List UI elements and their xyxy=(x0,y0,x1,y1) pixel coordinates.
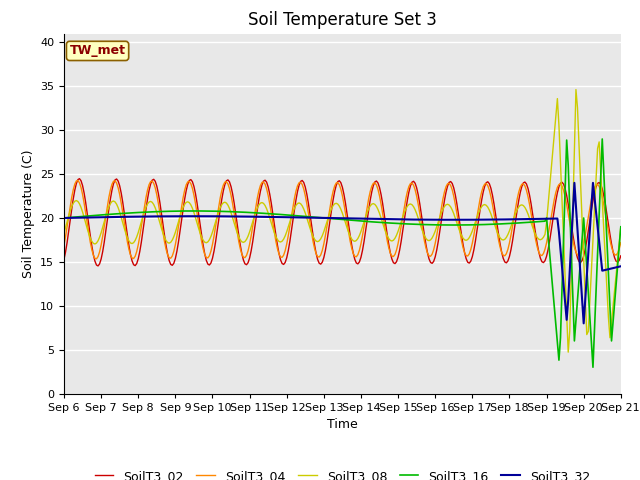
SoilT3_02 xyxy=(167,262,175,267)
SoilT3_08 xyxy=(164,240,172,245)
SoilT3_16 xyxy=(164,208,172,214)
SoilT3_04 xyxy=(93,256,100,262)
SoilT3_02 xyxy=(380,211,388,216)
Legend: SoilT3_02, SoilT3_04, SoilT3_08, SoilT3_16, SoilT3_32: SoilT3_02, SoilT3_04, SoilT3_08, SoilT3_… xyxy=(90,465,595,480)
SoilT3_02 xyxy=(77,178,85,183)
Text: TW_met: TW_met xyxy=(70,44,125,58)
SoilT3_32 xyxy=(60,215,68,221)
SoilT3_32 xyxy=(408,216,416,222)
Line: SoilT3_32: SoilT3_32 xyxy=(64,183,621,324)
SoilT3_04 xyxy=(167,255,175,261)
SoilT3_04 xyxy=(77,185,85,191)
Line: SoilT3_16: SoilT3_16 xyxy=(64,139,621,367)
SoilT3_16 xyxy=(396,221,403,227)
Y-axis label: Soil Temperature (C): Soil Temperature (C) xyxy=(22,149,35,278)
SoilT3_16 xyxy=(377,219,385,225)
SoilT3_04 xyxy=(380,220,388,226)
SoilT3_04 xyxy=(552,190,559,195)
SoilT3_08 xyxy=(76,201,83,207)
SoilT3_32 xyxy=(549,216,557,221)
SoilT3_32 xyxy=(164,214,172,219)
SoilT3_02 xyxy=(60,256,68,262)
SoilT3_32 xyxy=(377,216,385,222)
SoilT3_08 xyxy=(408,202,416,207)
SoilT3_32 xyxy=(580,321,588,326)
SoilT3_08 xyxy=(396,224,403,229)
SoilT3_16 xyxy=(598,136,606,142)
SoilT3_32 xyxy=(571,180,579,186)
SoilT3_08 xyxy=(377,215,385,221)
SoilT3_02 xyxy=(76,176,83,181)
SoilT3_16 xyxy=(60,215,68,221)
SoilT3_16 xyxy=(549,286,557,292)
SoilT3_08 xyxy=(617,224,625,229)
SoilT3_16 xyxy=(408,221,416,227)
SoilT3_04 xyxy=(412,187,419,192)
SoilT3_16 xyxy=(589,364,596,370)
Line: SoilT3_02: SoilT3_02 xyxy=(64,179,621,266)
SoilT3_02 xyxy=(552,198,559,204)
SoilT3_04 xyxy=(60,242,68,248)
SoilT3_08 xyxy=(572,87,580,93)
SoilT3_32 xyxy=(617,264,625,269)
SoilT3_32 xyxy=(396,216,403,222)
Line: SoilT3_04: SoilT3_04 xyxy=(64,180,621,259)
SoilT3_08 xyxy=(564,349,572,355)
SoilT3_02 xyxy=(399,228,406,234)
X-axis label: Time: Time xyxy=(327,418,358,431)
SoilT3_02 xyxy=(412,180,419,186)
SoilT3_16 xyxy=(76,214,83,219)
Line: SoilT3_08: SoilT3_08 xyxy=(64,90,621,352)
SoilT3_04 xyxy=(399,214,406,219)
SoilT3_04 xyxy=(74,178,82,183)
SoilT3_32 xyxy=(76,215,83,220)
Title: Soil Temperature Set 3: Soil Temperature Set 3 xyxy=(248,11,437,29)
SoilT3_08 xyxy=(549,149,557,155)
SoilT3_02 xyxy=(617,253,625,259)
SoilT3_16 xyxy=(617,224,625,229)
SoilT3_02 xyxy=(94,263,102,269)
SoilT3_04 xyxy=(617,240,625,245)
SoilT3_08 xyxy=(60,230,68,236)
